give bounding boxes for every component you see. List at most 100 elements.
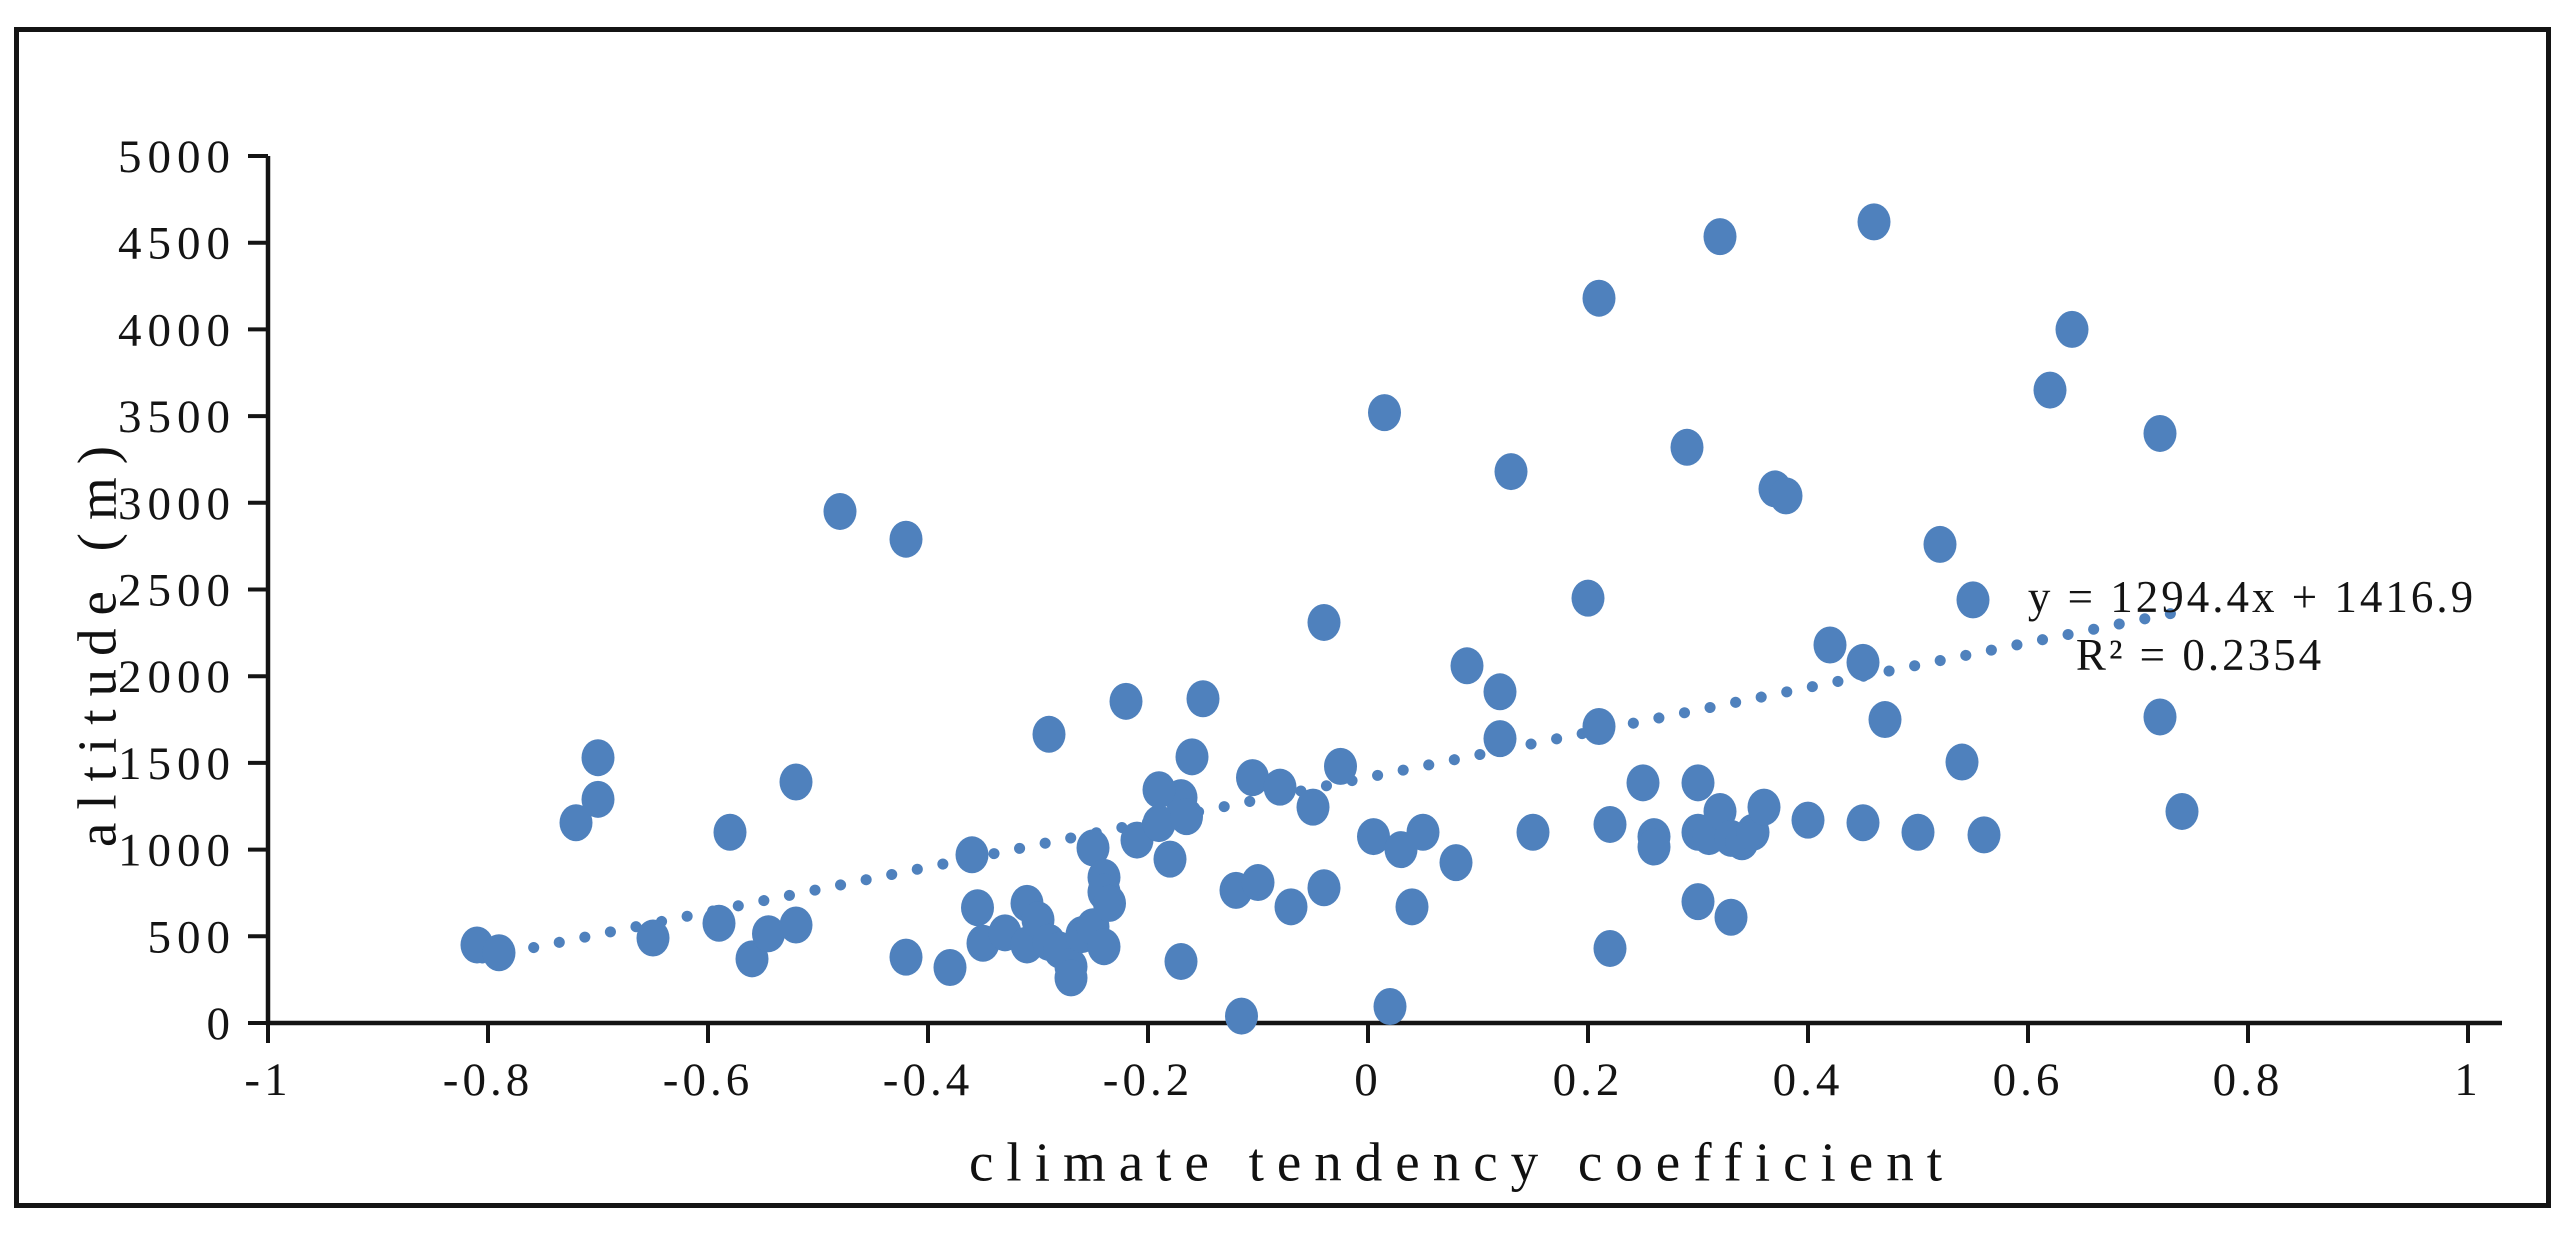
x-tick-label: -0.6 [663,1054,753,1106]
scatter-point [1186,680,1220,718]
scatter-point [1236,759,1269,797]
scatter-point [1956,581,1990,619]
scatter-point [713,813,747,851]
scatter-point [1450,647,1484,685]
scatter-point [1368,394,1401,432]
x-tick-label: -0.4 [883,1054,973,1106]
scatter-point [933,949,967,987]
scatter-point [1324,747,1357,785]
scatter-point [1582,707,1616,745]
scatter-point [779,763,813,801]
scatter-point [1703,218,1737,256]
scatter-point [1109,682,1143,720]
scatter-point [1626,764,1660,802]
scatter-point [779,906,813,944]
scatter-point [1846,804,1880,842]
scatter-point [1142,771,1176,809]
r-squared-label: R² = 0.2354 [2075,630,2325,680]
scatter-point [482,934,516,972]
y-tick-label: 3000 [118,478,236,530]
scatter-point [559,804,593,842]
x-tick-label: -0.2 [1103,1054,1193,1106]
scatter-point [1054,959,1088,997]
scatter-point [1164,942,1198,980]
scatter-point [1923,525,1957,563]
y-tick-label: 4500 [118,218,236,270]
scatter-point [1714,898,1748,936]
x-tick-label: 0.6 [1993,1054,2064,1106]
y-tick-label: 2500 [118,565,236,617]
trendline-equation-label: y = 1294.4x + 1416.9 [2027,572,2477,622]
scatter-point [1494,453,1528,491]
scatter-point [1373,988,1407,1026]
scatter-point [2143,698,2177,736]
scatter-point [889,938,923,976]
scatter-point [581,739,615,777]
scatter-point [1395,888,1429,926]
scatter-point [1274,888,1308,926]
y-tick-label: 4000 [118,304,236,356]
scatter-point [1901,813,1935,851]
scatter-point [1681,764,1715,802]
scatter-point [1769,477,1803,515]
scatter-point [961,889,994,927]
y-tick-label: 1500 [118,738,236,790]
scatter-point [702,904,736,942]
scatter-point [1296,788,1330,826]
scatter-point [1582,279,1616,317]
scatter-point [1747,788,1781,826]
scatter-point [1868,701,1902,739]
scatter-point [1516,813,1550,851]
scatter-point [1225,997,1258,1035]
scatter-point [1032,715,1066,753]
scatter-point [1791,801,1825,839]
scatter-point [889,520,923,558]
x-axis-title: climate tendency coefficient [969,1131,1955,1193]
scatter-point [1593,805,1627,843]
scatter-point [1241,864,1275,902]
scatter-point [1307,869,1341,907]
trendline [477,606,2186,964]
scatter-point [1175,738,1209,776]
scatter-point [1593,929,1627,967]
scatter-point [1153,840,1187,878]
scatter-point [2143,414,2177,452]
x-tick-label: 0 [1354,1054,1382,1106]
scatter-point [1846,643,1880,681]
y-axis-title: altitude (m) [66,432,128,848]
scatter-point [2165,792,2199,830]
scatter-point [1406,813,1440,851]
y-tick-label: 1000 [118,825,236,877]
scatter-point [1670,428,1704,466]
scatter-point [1637,828,1671,866]
scatter-point [2033,371,2067,409]
scatter-point [1483,673,1517,711]
scatter-point [955,836,989,874]
scatter-point [1087,928,1121,966]
scatter-point [636,919,670,957]
scatter-point [1263,768,1297,806]
scatter-point [1307,603,1341,641]
scatter-point [1357,818,1390,856]
y-tick-label: 3500 [118,391,236,443]
scatter-point [752,915,785,953]
scatter-point [1170,798,1203,836]
scatter-point [1483,720,1517,758]
y-tick-label: 500 [148,911,237,963]
y-tick-label: 5000 [118,131,236,183]
scatter-point [1142,805,1176,843]
x-tick-label: 0.8 [2213,1054,2284,1106]
scatter-point [581,780,615,818]
scatter-point [1967,816,2001,854]
scatter-point [1439,844,1473,882]
scatter-point [1076,829,1110,867]
scatter-point [823,492,857,530]
scatter-point [1945,743,1979,781]
chart-border-frame [14,27,2551,1208]
x-tick-label: 0.2 [1553,1054,1624,1106]
y-tick-label: 0 [207,998,237,1050]
x-tick-label: -0.8 [443,1054,533,1106]
x-tick-label: 1 [2454,1054,2482,1106]
